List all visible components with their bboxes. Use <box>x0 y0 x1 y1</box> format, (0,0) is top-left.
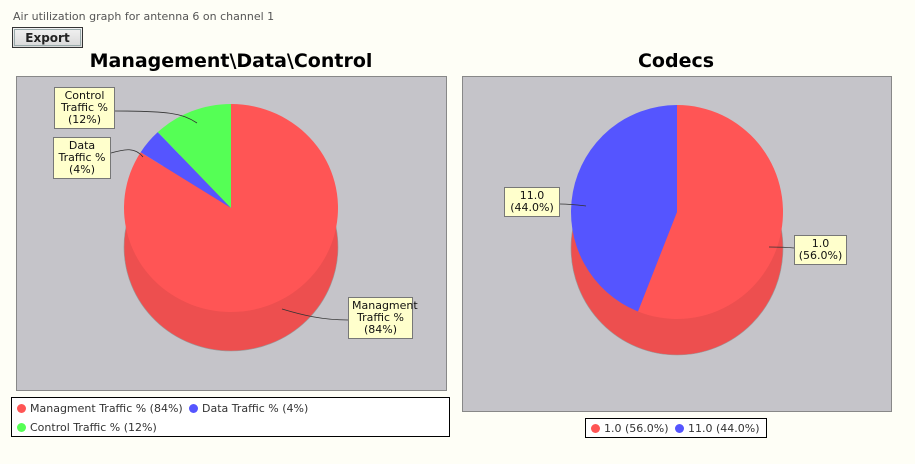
legend-codecs: 1.0 (56.0%) 11.0 (44.0%) <box>585 418 767 438</box>
legend-item-data: Data Traffic % (4%) <box>189 402 308 415</box>
legend-label: Data Traffic % (4%) <box>202 402 309 415</box>
chart-title-management: Management\Data\Control <box>89 50 373 72</box>
callout-leader-2 <box>281 308 349 321</box>
chart-title-codecs: Codecs <box>637 50 715 72</box>
legend-management: Managment Traffic % (84%) Data Traffic %… <box>11 397 450 437</box>
callout-codec-1-line1: 1.0 <box>811 237 830 250</box>
pie-slice-2 <box>157 104 231 208</box>
callout-leader-0 <box>559 203 587 207</box>
callout-leader-0 <box>114 110 198 124</box>
pie-slice-1 <box>571 105 677 312</box>
callout-codec-1-line2: (56.0%) <box>798 249 843 262</box>
export-button[interactable]: Export <box>12 27 83 48</box>
callout-codec-1: 1.0 (56.0%) <box>794 235 847 265</box>
legend-label: Control Traffic % (12%) <box>30 421 157 434</box>
pie-chart-management <box>110 104 349 352</box>
legend-item-control: Control Traffic % (12%) <box>17 421 157 434</box>
callout-management-line1: Managment <box>352 299 418 312</box>
callout-leader-1 <box>768 246 795 249</box>
pie-slice-0 <box>637 105 783 319</box>
plot-area-management: Control Traffic % (12%) Data Traffic % (… <box>16 76 447 391</box>
legend-label: 11.0 (44.0%) <box>688 422 760 435</box>
callout-control-line1: Control <box>64 89 105 102</box>
callout-data-line1: Data <box>68 139 96 152</box>
plot-area-codecs: 11.0 (44.0%) 1.0 (56.0%) <box>462 76 892 412</box>
legend-label: Managment Traffic % (84%) <box>30 402 183 415</box>
callout-data-traffic: Data Traffic % (4%) <box>53 137 111 179</box>
pie-slice-1 <box>140 132 231 208</box>
callout-codec-11: 11.0 (44.0%) <box>504 187 560 217</box>
callout-data-line2: Traffic % <box>58 151 106 164</box>
callout-control-line3: (12%) <box>67 113 102 126</box>
legend-swatch <box>17 404 26 413</box>
callout-leader-1 <box>110 149 144 158</box>
callout-control-line2: Traffic % <box>61 101 108 114</box>
legend-swatch <box>675 424 684 433</box>
legend-item-codec-11: 11.0 (44.0%) <box>675 422 760 435</box>
callout-management-line2: Traffic % <box>357 311 404 324</box>
pie-chart-codecs <box>559 105 795 356</box>
callout-management-line3: (84%) <box>363 323 398 336</box>
callout-control-traffic: Control Traffic % (12%) <box>54 87 115 129</box>
legend-swatch <box>17 423 26 432</box>
legend-item-codec-1: 1.0 (56.0%) <box>591 422 669 435</box>
callout-data-line3: (4%) <box>68 163 96 176</box>
callout-codec-11-line1: 11.0 <box>519 189 545 202</box>
callout-management-traffic: Managment Traffic % (84%) <box>348 297 418 339</box>
page-title: Air utilization graph for antenna 6 on c… <box>13 10 275 23</box>
callout-codec-11-line2: (44.0%) <box>510 201 554 214</box>
legend-label: 1.0 (56.0%) <box>604 422 669 435</box>
legend-swatch <box>189 404 198 413</box>
legend-swatch <box>591 424 600 433</box>
legend-item-management: Managment Traffic % (84%) <box>17 402 183 415</box>
